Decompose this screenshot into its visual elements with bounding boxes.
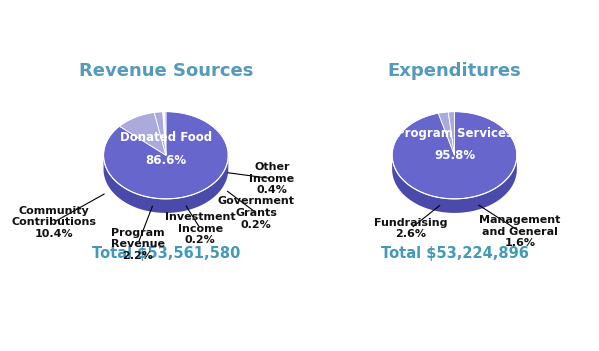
Text: Fundraising
2.6%: Fundraising 2.6% (374, 218, 447, 239)
Title: Revenue Sources: Revenue Sources (78, 62, 253, 80)
Text: Other
Income
0.4%: Other Income 0.4% (249, 162, 295, 195)
Polygon shape (448, 112, 455, 155)
Text: Community
Contributions
10.4%: Community Contributions 10.4% (11, 206, 96, 239)
Title: Expenditures: Expenditures (388, 62, 521, 80)
Text: Total $53,224,896: Total $53,224,896 (380, 246, 528, 261)
Polygon shape (164, 112, 166, 155)
Text: 95.8%: 95.8% (434, 149, 475, 162)
Text: Program
Revenue
2.2%: Program Revenue 2.2% (111, 227, 165, 261)
Polygon shape (104, 154, 228, 213)
Polygon shape (392, 112, 517, 199)
Polygon shape (154, 112, 166, 155)
Text: 86.6%: 86.6% (146, 154, 186, 167)
Polygon shape (163, 112, 166, 155)
Polygon shape (438, 112, 455, 155)
Text: Government
Grants
0.2%: Government Grants 0.2% (218, 196, 295, 230)
Polygon shape (119, 112, 166, 155)
Text: Program Services: Program Services (396, 127, 513, 140)
Text: Donated Food: Donated Food (120, 131, 212, 144)
Text: Total $53,561,580: Total $53,561,580 (92, 246, 240, 261)
Text: Management
and General
1.6%: Management and General 1.6% (479, 215, 561, 248)
Text: Investment
Income
0.2%: Investment Income 0.2% (165, 212, 235, 245)
Polygon shape (104, 112, 228, 199)
Polygon shape (164, 112, 166, 155)
Polygon shape (392, 155, 517, 213)
